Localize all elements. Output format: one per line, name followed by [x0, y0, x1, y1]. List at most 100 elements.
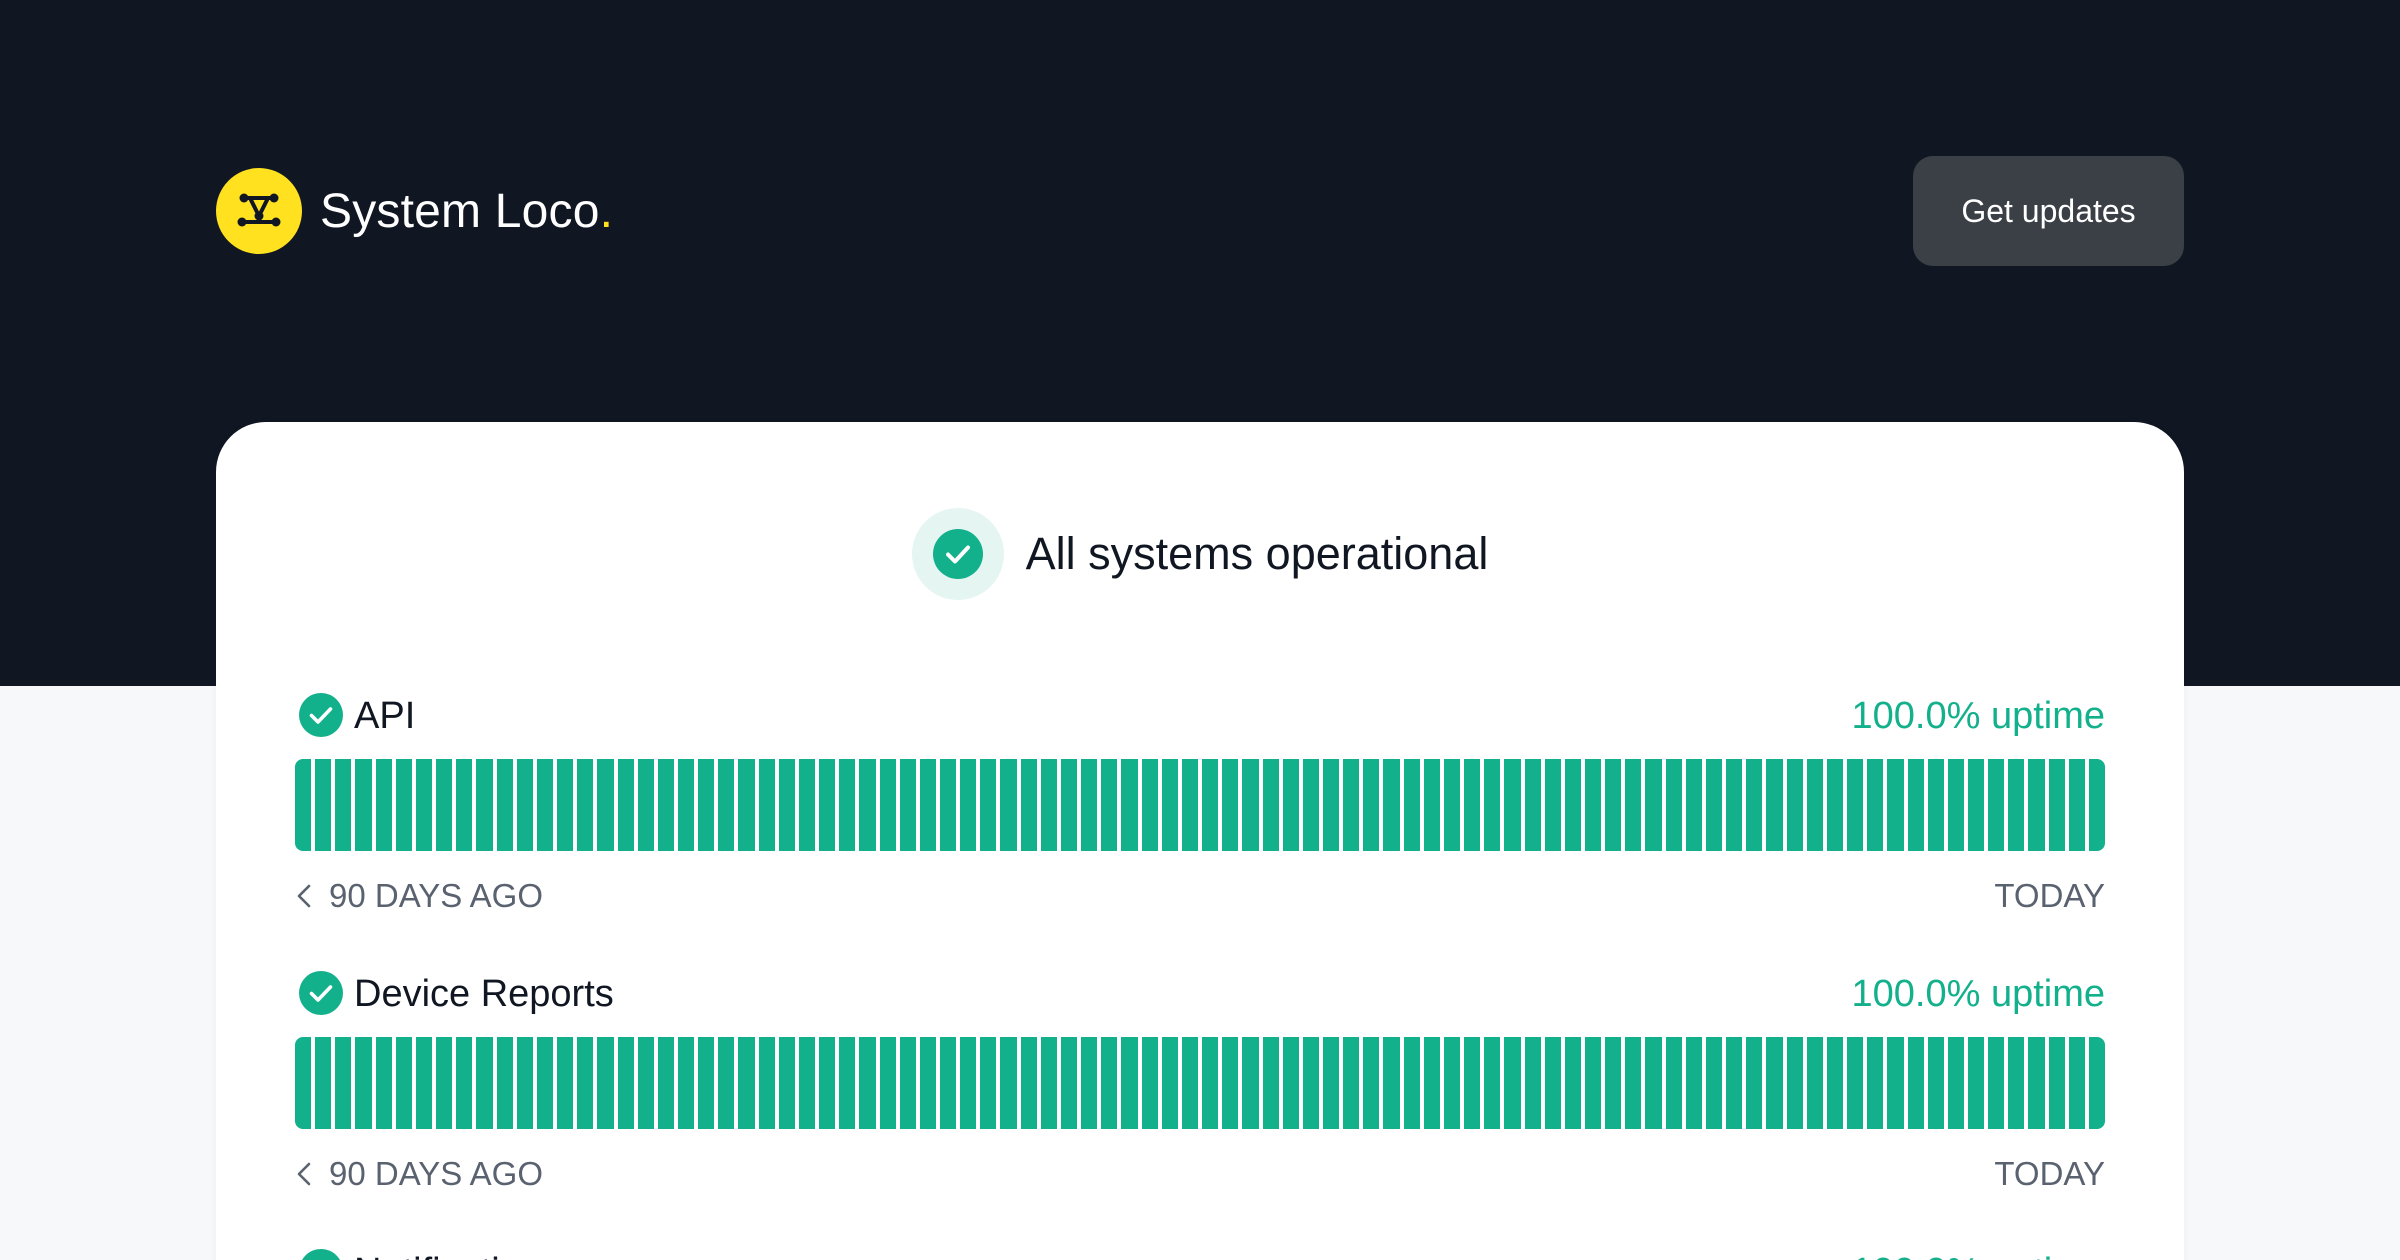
uptime-day-bar[interactable]: [2088, 1037, 2105, 1129]
uptime-day-bar[interactable]: [1605, 1037, 1622, 1129]
uptime-day-bar[interactable]: [1685, 1037, 1702, 1129]
uptime-day-bar[interactable]: [496, 759, 513, 851]
uptime-day-bar[interactable]: [1403, 759, 1420, 851]
uptime-day-bar[interactable]: [1141, 1037, 1158, 1129]
uptime-day-bar[interactable]: [1605, 759, 1622, 851]
uptime-day-bar[interactable]: [1504, 1037, 1521, 1129]
uptime-day-bar[interactable]: [1181, 1037, 1199, 1129]
uptime-day-bar[interactable]: [738, 759, 755, 851]
uptime-day-bar[interactable]: [1121, 759, 1138, 851]
uptime-day-bar[interactable]: [1000, 1037, 1017, 1129]
uptime-day-bar[interactable]: [819, 759, 836, 851]
uptime-day-bar[interactable]: [1101, 1037, 1118, 1129]
uptime-day-bar[interactable]: [1544, 759, 1561, 851]
uptime-day-bar[interactable]: [1887, 1037, 1904, 1129]
uptime-day-bar[interactable]: [1826, 1037, 1844, 1129]
uptime-day-bar[interactable]: [1988, 1037, 2005, 1129]
uptime-day-bar[interactable]: [1786, 1037, 1803, 1129]
uptime-day-bar[interactable]: [1867, 1037, 1884, 1129]
uptime-day-bar[interactable]: [1222, 759, 1239, 851]
uptime-day-bar[interactable]: [1887, 759, 1904, 851]
uptime-day-bar[interactable]: [2008, 1037, 2025, 1129]
uptime-day-bar[interactable]: [919, 1037, 936, 1129]
component-name[interactable]: API: [354, 695, 416, 737]
uptime-day-bar[interactable]: [919, 759, 936, 851]
uptime-day-bar[interactable]: [1645, 1037, 1662, 1129]
uptime-day-bar[interactable]: [1564, 1037, 1581, 1129]
uptime-day-bar[interactable]: [1665, 1037, 1682, 1129]
uptime-day-bar[interactable]: [1927, 1037, 1944, 1129]
uptime-day-bar[interactable]: [1967, 759, 1985, 851]
uptime-day-bar[interactable]: [1302, 759, 1319, 851]
uptime-day-bar[interactable]: [677, 1037, 695, 1129]
uptime-day-bar[interactable]: [1020, 759, 1037, 851]
chevron-left-icon[interactable]: [295, 882, 313, 910]
uptime-day-bar[interactable]: [1726, 1037, 1743, 1129]
uptime-day-bar[interactable]: [395, 759, 412, 851]
uptime-day-bar[interactable]: [1746, 759, 1763, 851]
uptime-day-bar[interactable]: [1766, 759, 1783, 851]
uptime-day-bar[interactable]: [1947, 1037, 1964, 1129]
range-start[interactable]: 90 DAYS AGO: [295, 877, 543, 915]
uptime-day-bar[interactable]: [1282, 759, 1299, 851]
uptime-day-bar[interactable]: [1705, 1037, 1723, 1129]
uptime-day-bar[interactable]: [1242, 759, 1259, 851]
uptime-day-bar[interactable]: [738, 1037, 755, 1129]
uptime-day-bar[interactable]: [1322, 1037, 1340, 1129]
uptime-day-bar[interactable]: [295, 759, 312, 851]
uptime-day-bar[interactable]: [1625, 759, 1642, 851]
uptime-day-bar[interactable]: [516, 1037, 533, 1129]
uptime-day-bar[interactable]: [1363, 1037, 1380, 1129]
uptime-day-bar[interactable]: [879, 1037, 896, 1129]
uptime-day-bar[interactable]: [698, 1037, 715, 1129]
component-name[interactable]: Device Reports: [354, 973, 614, 1015]
uptime-day-bar[interactable]: [1443, 759, 1461, 851]
uptime-day-bar[interactable]: [1847, 759, 1864, 851]
brand[interactable]: System Loco.: [216, 168, 613, 254]
uptime-day-bar[interactable]: [1625, 1037, 1642, 1129]
uptime-day-bar[interactable]: [637, 759, 654, 851]
uptime-day-bar[interactable]: [1786, 759, 1803, 851]
uptime-day-bar[interactable]: [2068, 759, 2085, 851]
range-start[interactable]: 90 DAYS AGO: [295, 1155, 543, 1193]
get-updates-button[interactable]: Get updates: [1913, 156, 2184, 266]
uptime-day-bar[interactable]: [1847, 1037, 1864, 1129]
uptime-day-bar[interactable]: [557, 759, 574, 851]
uptime-day-bar[interactable]: [1907, 1037, 1924, 1129]
uptime-day-bar[interactable]: [2028, 1037, 2045, 1129]
uptime-day-bar[interactable]: [1081, 1037, 1098, 1129]
uptime-day-bar[interactable]: [1121, 1037, 1138, 1129]
uptime-day-bar[interactable]: [778, 759, 795, 851]
uptime-day-bar[interactable]: [536, 1037, 554, 1129]
uptime-day-bar[interactable]: [355, 759, 372, 851]
uptime-day-bar[interactable]: [1806, 759, 1823, 851]
uptime-day-bar[interactable]: [436, 1037, 453, 1129]
uptime-day-bar[interactable]: [758, 759, 775, 851]
uptime-day-bar[interactable]: [1081, 759, 1098, 851]
chevron-left-icon[interactable]: [295, 1160, 313, 1188]
uptime-day-bar[interactable]: [1262, 1037, 1279, 1129]
uptime-day-bar[interactable]: [1000, 759, 1017, 851]
uptime-day-bar[interactable]: [1665, 759, 1682, 851]
uptime-day-bar[interactable]: [718, 1037, 735, 1129]
uptime-day-bar[interactable]: [1524, 1037, 1541, 1129]
uptime-day-bar[interactable]: [819, 1037, 836, 1129]
uptime-day-bar[interactable]: [1202, 1037, 1219, 1129]
uptime-day-bar[interactable]: [496, 1037, 513, 1129]
uptime-day-bar[interactable]: [456, 759, 473, 851]
uptime-day-bar[interactable]: [1101, 759, 1118, 851]
uptime-day-bar[interactable]: [1967, 1037, 1985, 1129]
uptime-day-bar[interactable]: [1564, 759, 1581, 851]
uptime-day-bar[interactable]: [315, 1037, 332, 1129]
uptime-day-bar[interactable]: [516, 759, 533, 851]
uptime-day-bar[interactable]: [980, 1037, 997, 1129]
uptime-day-bar[interactable]: [1746, 1037, 1763, 1129]
uptime-day-bar[interactable]: [1464, 759, 1481, 851]
uptime-day-bar[interactable]: [415, 759, 433, 851]
uptime-day-bar[interactable]: [335, 1037, 352, 1129]
uptime-day-bar[interactable]: [2068, 1037, 2085, 1129]
uptime-day-bar[interactable]: [677, 759, 695, 851]
uptime-day-bar[interactable]: [1383, 1037, 1400, 1129]
uptime-day-bar[interactable]: [1363, 759, 1380, 851]
uptime-day-bar[interactable]: [1282, 1037, 1299, 1129]
